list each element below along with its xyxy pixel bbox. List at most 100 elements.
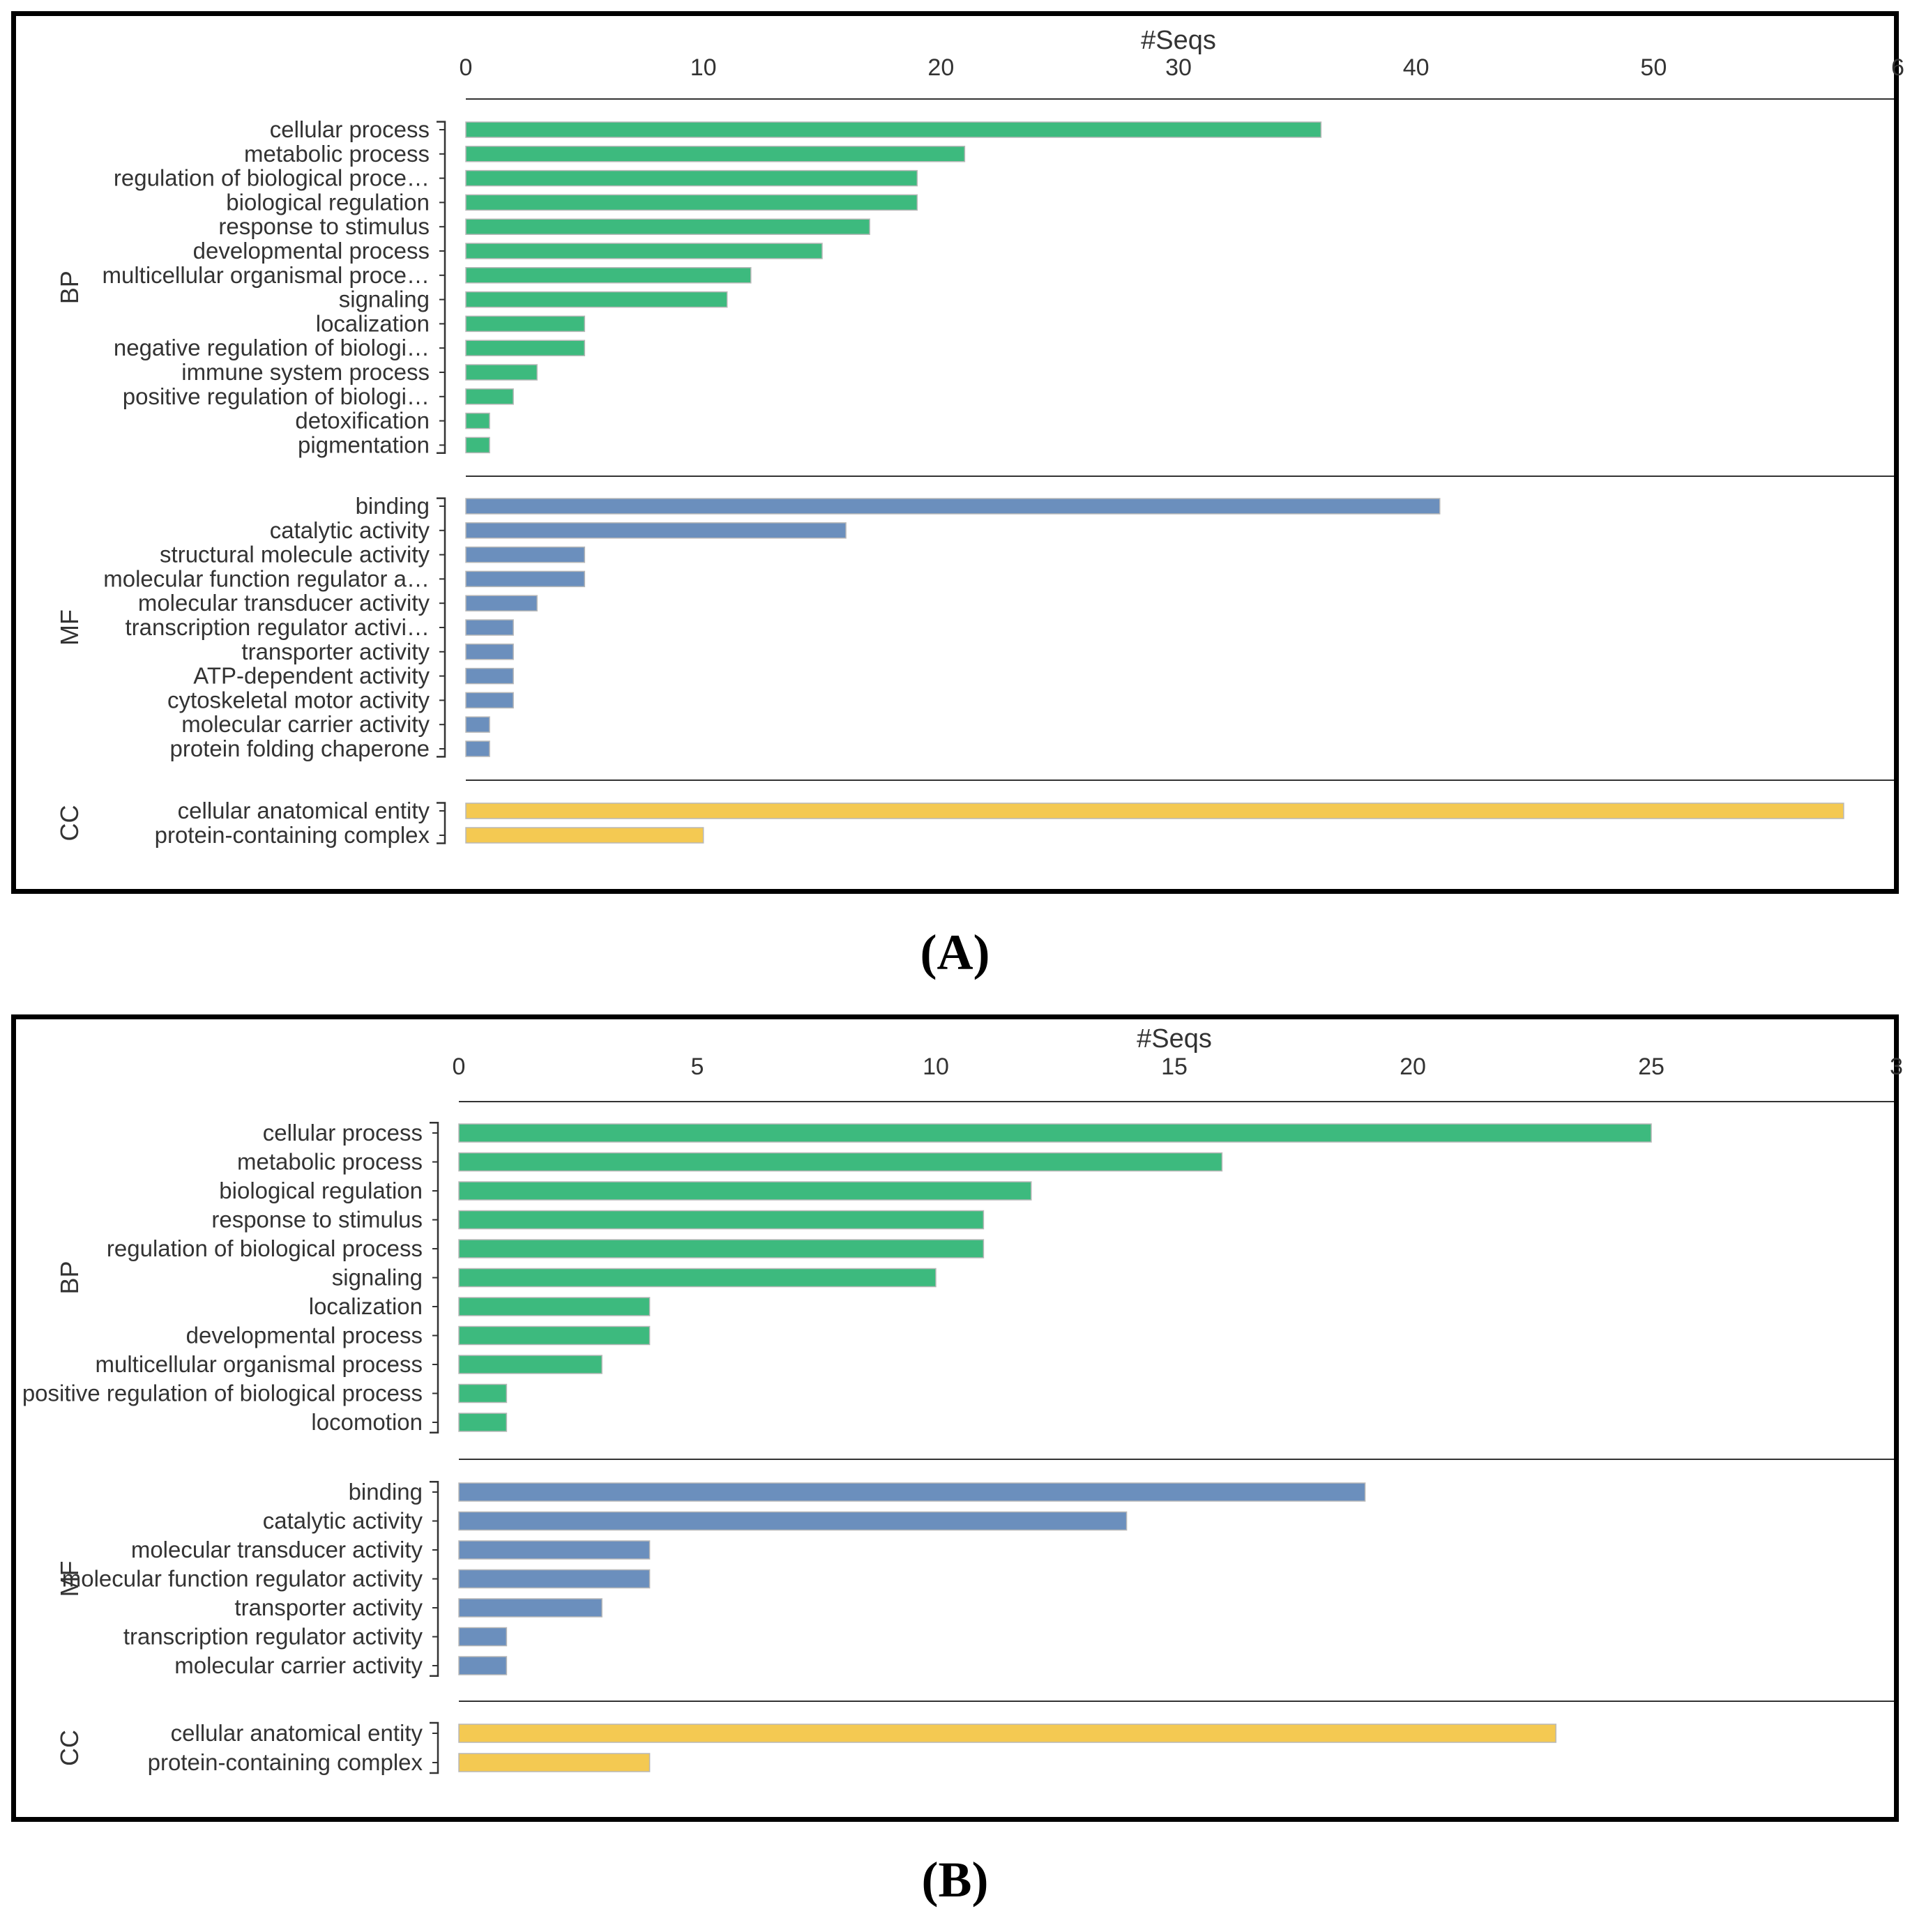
panel-a-label: A [937, 925, 973, 980]
panel-a-tick-label: 20 [927, 54, 954, 81]
panel-b-bar-mf [458, 1569, 651, 1589]
panel-b-category-label: transcription regulator activity [123, 1624, 423, 1650]
panel-a-bar-bp [465, 218, 870, 235]
panel-b-category-label: catalytic activity [263, 1508, 423, 1534]
panel-a-group-label-cc: CC [55, 805, 84, 842]
panel-a-bar-bp [465, 243, 823, 259]
panel-b-category-label: cellular process [263, 1120, 423, 1146]
panel-b-label: B [938, 1852, 972, 1908]
panel-a-tick-label: 40 [1403, 54, 1430, 81]
panel-b-caption: (B) [921, 1852, 989, 1908]
panel-b-category-label: molecular transducer activity [131, 1537, 423, 1562]
panel-b-bar-bp [458, 1210, 985, 1230]
panel-b-tick-label: 25 [1638, 1054, 1665, 1080]
panel-a-bar-bp [465, 315, 586, 333]
panel-a-bar-mf [465, 692, 514, 709]
panel-b-category-label: metabolic process [237, 1149, 423, 1175]
panel-a-bar-bp [465, 121, 1322, 138]
panel-a-bar-mf [465, 619, 514, 636]
panel-a-category-label: response to stimulus [218, 213, 430, 239]
panel-a-bar-bp [465, 388, 514, 405]
panel-a-category-label: developmental process [193, 238, 430, 264]
panel-b-category-label: signaling [332, 1265, 423, 1291]
panel-b-bar-mf [458, 1598, 602, 1618]
panel-b-bar-bp [458, 1152, 1223, 1172]
panel-a-category-label: protein folding chaperone [170, 736, 430, 761]
panel-b-category-label: molecular function regulator activity [62, 1566, 423, 1592]
panel-a-bar-mf [465, 570, 586, 588]
panel-a-category-label: immune system process [181, 359, 430, 385]
panel-b-bar-mf [458, 1540, 651, 1560]
panel-b-group-label-cc: CC [55, 1730, 84, 1766]
panel-b-category-label: cellular anatomical entity [171, 1720, 423, 1746]
panel-a-bar-bp [465, 267, 752, 284]
panel-a-category-label: molecular function regulator a… [103, 565, 430, 591]
panel-a-bar-bp [465, 436, 490, 454]
panel-a-bar-mf [465, 546, 586, 563]
panel-a-category-label: positive regulation of biologi… [123, 383, 430, 409]
panel-a-bar-cc [465, 827, 704, 844]
panel-a-cc-bracket [437, 802, 446, 844]
panel-b-bar-mf [458, 1627, 508, 1647]
panel-a-category-label: biological regulation [226, 189, 430, 215]
panel-a-chart: #Seqs 0 10 20 30 40 50 6 BP cellular processmetab… [55, 26, 1904, 848]
panel-a-group-label-bp: BP [55, 271, 84, 304]
panel-a-bar-bp [465, 146, 966, 162]
panel-b-category-label: multicellular organismal process [95, 1351, 423, 1377]
panel-b-group-label-bp: BP [55, 1261, 84, 1294]
panel-a-category-label: localization [316, 310, 430, 336]
panel-b-bar-mf [458, 1656, 508, 1675]
panel-b-tick-label: 0 [453, 1054, 466, 1080]
panel-b-category-label: localization [309, 1293, 423, 1319]
panel-b-tick-label: 20 [1400, 1054, 1426, 1080]
panel-a-category-label: regulation of biological proce… [114, 165, 430, 191]
panel-b-chart: #Seqs 0 5 10 15 20 25 3 BP cellular process metabo… [22, 1024, 1903, 1775]
panel-a-bar-bp [465, 291, 728, 308]
panel-a-bar-bp [465, 364, 538, 381]
panel-b-bar-bp [458, 1355, 602, 1374]
panel-b-category-label: molecular carrier activity [174, 1652, 423, 1678]
panel-a-tick-label: 6 [1891, 54, 1904, 81]
panel-a-category-label: negative regulation of biologi… [114, 335, 430, 360]
panel-b-category-label: binding [349, 1479, 423, 1505]
panel-a-tick-label: 10 [690, 54, 717, 81]
panel-a-category-label: cellular anatomical entity [178, 798, 430, 823]
panel-a-bp-bracket [437, 121, 446, 455]
panel-b-axis-title: #Seqs [1137, 1024, 1212, 1054]
panel-a-bar-mf [465, 498, 1441, 515]
panel-a-bar-mf [465, 667, 514, 685]
panel-a-tick-label: 50 [1640, 54, 1667, 81]
panel-a-category-label: binding [356, 493, 430, 519]
panel-b-frame [11, 1014, 1899, 1822]
panel-b-tick-label: 5 [691, 1054, 704, 1080]
panel-a-category-label: protein-containing complex [155, 822, 430, 848]
panel-a-category-label: ATP-dependent activity [193, 663, 430, 689]
panel-b-category-label: locomotion [311, 1409, 423, 1435]
panel-b-bar-mf [458, 1482, 1366, 1502]
panel-a-bar-mf [465, 740, 490, 757]
panel-a-bar-bp [465, 340, 586, 356]
panel-b-bar-bp [458, 1325, 651, 1346]
panel-a-bar-mf [465, 644, 514, 660]
panel-b-tick-label: 10 [923, 1054, 949, 1080]
panel-b-tick-label: 15 [1161, 1054, 1188, 1080]
panel-b-bar-bp [458, 1383, 508, 1404]
panel-a-category-label: multicellular organismal proce… [102, 262, 430, 288]
panel-b-category-label: response to stimulus [211, 1207, 423, 1233]
panel-a-bar-bp [465, 169, 918, 187]
panel-a-category-label: cytoskeletal motor activity [167, 687, 430, 713]
panel-a-caption: (A) [920, 925, 990, 980]
panel-a-category-label: pigmentation [298, 432, 430, 457]
panel-b-bar-cc [458, 1724, 1556, 1743]
panel-a-category-label: metabolic process [244, 141, 430, 167]
panel-a-tick-label: 0 [460, 54, 473, 81]
panel-b-bar-bp [458, 1181, 1032, 1201]
panel-b-bar-mf [458, 1511, 1128, 1531]
panel-b-group-label-mf: MF [55, 1561, 84, 1597]
panel-a-category-label: structural molecule activity [160, 542, 430, 568]
panel-a-bar-mf [465, 716, 490, 733]
panel-a-category-label: transcription regulator activi… [125, 614, 430, 640]
panel-a-bar-cc [465, 803, 1844, 819]
panel-b-category-label: protein-containing complex [148, 1749, 423, 1775]
panel-a-category-label: molecular carrier activity [181, 711, 430, 737]
